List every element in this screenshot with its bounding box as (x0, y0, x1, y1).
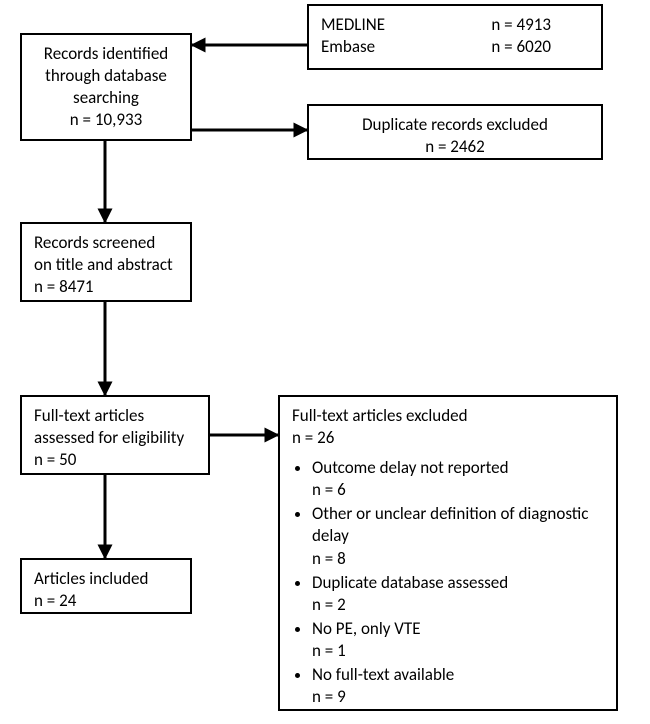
reason-count: n = 9 (312, 686, 604, 708)
exclusion-reason-item: No full-text available n = 9 (312, 664, 604, 708)
box-title: Records identified (34, 43, 178, 65)
duplicates-excluded-box: Duplicate records excluded n = 2462 (307, 104, 603, 160)
reason-text: No PE, only VTE (312, 618, 604, 640)
records-identified-box: Records identified through database sear… (20, 33, 192, 141)
reason-count: n = 6 (312, 479, 604, 501)
source-name: MEDLINE (321, 14, 491, 36)
box-title: Articles included (34, 568, 178, 590)
box-count: n = 2462 (321, 136, 589, 158)
box-count: n = 50 (34, 449, 196, 471)
articles-included-box: Articles included n = 24 (20, 558, 192, 614)
reason-count: n = 2 (312, 594, 604, 616)
box-count: n = 8471 (34, 276, 178, 298)
fulltext-assessed-box: Full-text articles assessed for eligibil… (20, 395, 210, 475)
box-title: Duplicate records excluded (321, 114, 589, 136)
source-count: n = 6020 (491, 36, 589, 58)
exclusion-reason-item: Duplicate database assessed n = 2 (312, 572, 604, 616)
exclusion-reason-item: No PE, only VTE n = 1 (312, 618, 604, 662)
box-title: Records screened (34, 232, 178, 254)
reason-text: No full-text available (312, 664, 604, 686)
reason-text: Other or unclear definition of diagnosti… (312, 503, 604, 547)
box-title: on title and abstract (34, 254, 178, 276)
box-count: n = 10,933 (34, 109, 178, 131)
box-count: n = 26 (292, 427, 604, 449)
source-name: Embase (321, 36, 491, 58)
exclusion-reason-item: Other or unclear definition of diagnosti… (312, 503, 604, 569)
box-title: Full-text articles excluded (292, 405, 604, 427)
source-list: MEDLINE n = 4913 Embase n = 6020 (321, 14, 589, 58)
exclusion-reasons-list: Outcome delay not reported n = 6 Other o… (292, 457, 604, 708)
fulltext-excluded-box: Full-text articles excluded n = 26 Outco… (278, 395, 618, 711)
exclusion-reason-item: Outcome delay not reported n = 6 (312, 457, 604, 501)
reason-count: n = 1 (312, 640, 604, 662)
reason-count: n = 8 (312, 548, 604, 570)
box-title: through database (34, 65, 178, 87)
box-title: assessed for eligibility (34, 427, 196, 449)
reason-text: Duplicate database assessed (312, 572, 604, 594)
box-count: n = 24 (34, 590, 178, 612)
sources-box: MEDLINE n = 4913 Embase n = 6020 (307, 4, 603, 70)
box-title: Full-text articles (34, 405, 196, 427)
reason-text: Outcome delay not reported (312, 457, 604, 479)
box-title: searching (34, 87, 178, 109)
source-count: n = 4913 (491, 14, 589, 36)
records-screened-box: Records screened on title and abstract n… (20, 222, 192, 302)
